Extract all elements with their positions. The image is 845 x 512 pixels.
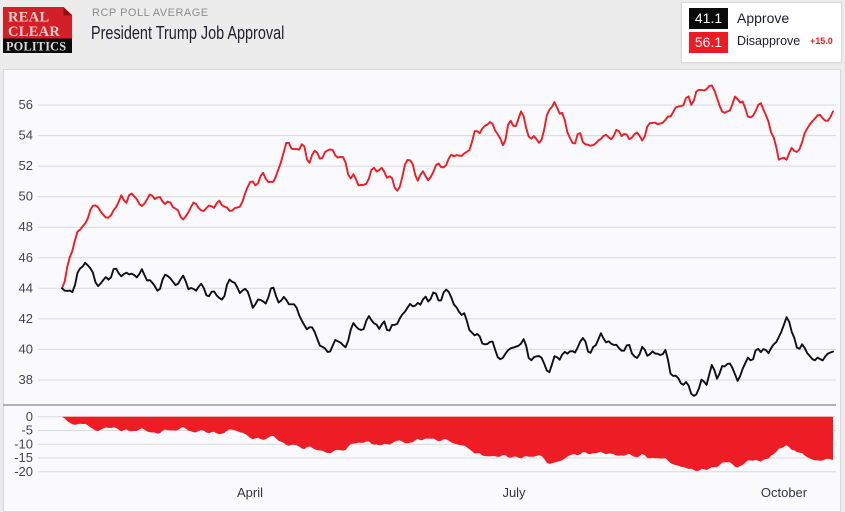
svg-text:52: 52	[19, 158, 33, 173]
svg-text:54: 54	[19, 128, 33, 143]
svg-text:40: 40	[19, 341, 33, 356]
svg-text:October: October	[761, 485, 808, 500]
svg-text:-20: -20	[14, 464, 33, 479]
svg-text:48: 48	[19, 219, 33, 234]
svg-text:-10: -10	[14, 436, 33, 451]
svg-text:42: 42	[19, 311, 33, 326]
svg-text:-15: -15	[14, 450, 33, 465]
svg-text:38: 38	[19, 372, 33, 387]
svg-text:-5: -5	[21, 423, 33, 438]
svg-text:July: July	[502, 485, 526, 500]
svg-text:46: 46	[19, 250, 33, 265]
svg-text:44: 44	[19, 280, 33, 295]
svg-text:50: 50	[19, 189, 33, 204]
svg-text:56: 56	[19, 97, 33, 112]
svg-text:0: 0	[26, 409, 33, 424]
svg-text:April: April	[237, 485, 263, 500]
